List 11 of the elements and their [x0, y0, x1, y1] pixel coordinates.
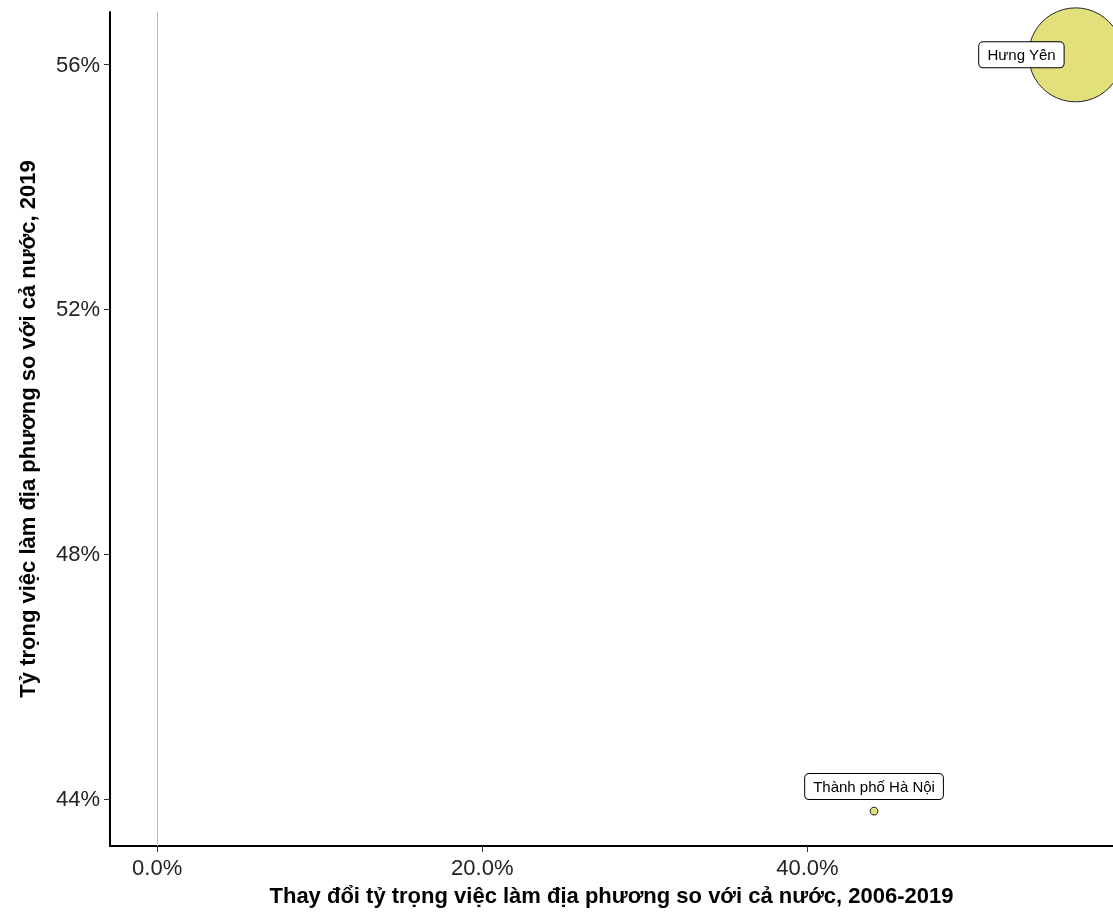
y-axis-title: Tỷ trọng việc làm địa phương so với cả nước, 2019	[14, 160, 40, 698]
annotation: Thành phố Hà Nội	[813, 778, 935, 796]
y-tick-label: 52%	[55, 296, 100, 322]
annotation: Hưng Yên	[987, 46, 1056, 64]
x-axis-title: Thay đổi tỷ trọng việc làm địa phương so với cả nước, 2006-2019	[269, 882, 954, 908]
y-tick-label: 44%	[55, 786, 100, 812]
y-tick-label: 56%	[55, 51, 100, 77]
x-tick-label: 0.0%	[132, 854, 183, 880]
x-tick-label: 20.0%	[451, 854, 514, 880]
y-tick-label: 48%	[55, 541, 100, 567]
x-tick-label: 40.0%	[776, 854, 839, 880]
